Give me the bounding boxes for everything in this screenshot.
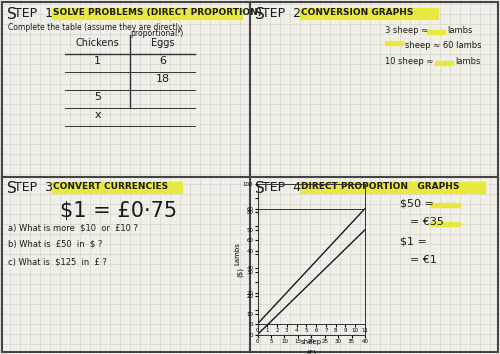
Text: TEP  3: TEP 3 <box>14 181 53 194</box>
Text: 1: 1 <box>94 56 101 66</box>
Text: sheep ≈ 60 lambs: sheep ≈ 60 lambs <box>405 41 481 50</box>
X-axis label: sheep: sheep <box>301 339 322 345</box>
Text: proportional!): proportional!) <box>130 29 183 38</box>
Text: $1 = £0·75: $1 = £0·75 <box>60 201 177 221</box>
Y-axis label: Lambs: Lambs <box>234 242 240 266</box>
Text: lambs: lambs <box>455 57 480 66</box>
Text: lambs: lambs <box>447 26 472 35</box>
X-axis label: (€): (€) <box>306 349 316 354</box>
Text: CONVERSION GRAPHS: CONVERSION GRAPHS <box>301 8 414 17</box>
Text: b) What is  £50  in  $ ?: b) What is £50 in $ ? <box>8 240 102 249</box>
Bar <box>300 182 485 193</box>
Text: Complete the table (assume they are directly: Complete the table (assume they are dire… <box>8 23 182 32</box>
Text: DIRECT PROPORTION   GRAPHS: DIRECT PROPORTION GRAPHS <box>301 182 460 191</box>
Text: TEP  1: TEP 1 <box>14 7 53 20</box>
Bar <box>52 182 182 193</box>
Text: 3 sheep ≈: 3 sheep ≈ <box>385 26 428 35</box>
Text: = €1: = €1 <box>410 255 437 265</box>
Text: S: S <box>255 7 265 22</box>
Text: Chickens: Chickens <box>76 38 120 48</box>
Text: S: S <box>255 181 265 196</box>
Text: a) What is more  $10  or  £10 ?: a) What is more $10 or £10 ? <box>8 223 138 232</box>
Bar <box>427 30 445 34</box>
Text: S: S <box>7 181 17 196</box>
Text: 5: 5 <box>94 92 101 102</box>
Text: TEP  4: TEP 4 <box>262 181 301 194</box>
Text: S: S <box>7 7 17 22</box>
Text: 6: 6 <box>159 56 166 66</box>
Text: CONVERT CURRENCIES: CONVERT CURRENCIES <box>53 182 168 191</box>
Text: x: x <box>94 110 101 120</box>
Text: 10 sheep ≈: 10 sheep ≈ <box>385 57 434 66</box>
Text: 18: 18 <box>156 74 170 84</box>
Text: $1 =: $1 = <box>400 237 427 247</box>
Bar <box>385 41 403 45</box>
Bar <box>52 8 242 19</box>
Bar <box>430 222 460 226</box>
Y-axis label: ($): ($) <box>237 267 244 277</box>
Text: $50 =: $50 = <box>400 199 434 209</box>
Bar <box>300 8 438 19</box>
Text: TEP  2: TEP 2 <box>262 7 301 20</box>
Bar <box>430 203 460 207</box>
Text: SOLVE PROBLEMS (DIRECT PROPORTION): SOLVE PROBLEMS (DIRECT PROPORTION) <box>53 8 262 17</box>
Bar <box>435 61 453 65</box>
Text: Eggs: Eggs <box>151 38 174 48</box>
Text: = €35: = €35 <box>410 217 444 227</box>
Text: c) What is  $125  in  £ ?: c) What is $125 in £ ? <box>8 257 107 266</box>
